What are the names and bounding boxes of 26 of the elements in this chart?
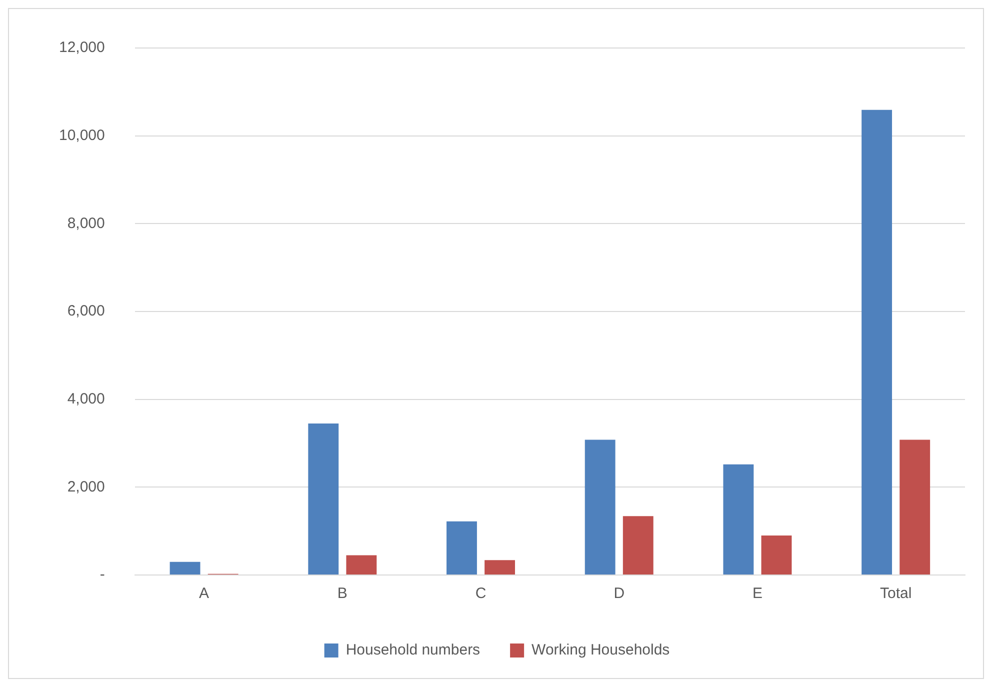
x-tick-label: C <box>475 585 486 602</box>
bar <box>170 562 200 574</box>
bar <box>723 464 754 574</box>
y-tick-label: 4,000 <box>67 390 105 408</box>
y-tick-label: 12,000 <box>58 39 105 56</box>
bar <box>900 440 930 574</box>
legend-label: Household numbers <box>346 642 480 659</box>
legend-label: Working Households <box>532 642 670 659</box>
y-tick-label: 10,000 <box>58 126 105 144</box>
x-tick-label: E <box>752 585 762 602</box>
bar <box>761 535 792 574</box>
y-tick-label: 8,000 <box>67 214 105 232</box>
x-tick-label: Total <box>880 585 912 602</box>
y-tick-label: - <box>100 566 105 584</box>
bar <box>446 521 477 574</box>
bar <box>346 555 377 574</box>
bar <box>484 560 516 574</box>
x-tick-label: A <box>199 585 210 602</box>
bar <box>308 423 339 574</box>
y-tick-label: 2,000 <box>67 478 105 496</box>
bar <box>622 516 654 574</box>
x-tick-label: D <box>614 585 625 602</box>
bar <box>862 110 892 574</box>
y-tick-label: 6,000 <box>67 302 105 320</box>
bar <box>584 440 616 574</box>
x-tick-label: B <box>337 585 348 602</box>
